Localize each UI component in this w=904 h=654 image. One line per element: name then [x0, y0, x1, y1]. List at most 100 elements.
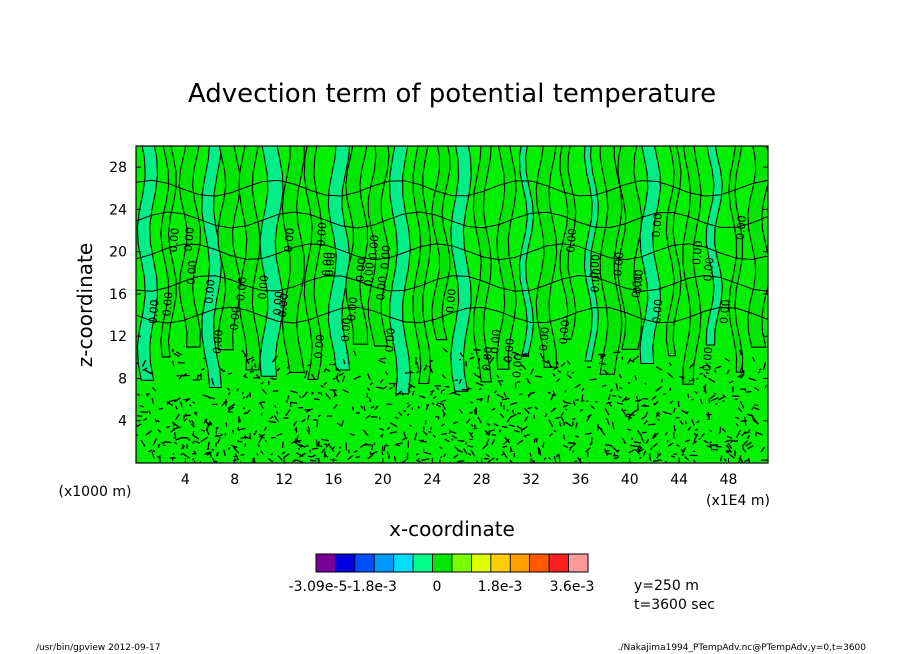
turbulence-stroke — [664, 431, 668, 436]
turbulence-stroke — [346, 350, 349, 354]
turbulence-stroke — [535, 437, 538, 443]
contour-band — [259, 146, 284, 377]
turbulence-stroke — [263, 426, 267, 431]
turbulence-stroke — [669, 400, 674, 404]
turbulence-stroke — [440, 391, 443, 395]
colorbar-swatch — [568, 553, 589, 573]
turbulence-stroke — [401, 437, 408, 441]
turbulence-stroke — [285, 409, 291, 417]
contour-label: 0.00 — [323, 252, 338, 278]
turbulence-stroke — [579, 408, 584, 412]
y-tick-label: 24 — [109, 202, 127, 218]
contour-band — [345, 146, 369, 345]
contour-band — [217, 146, 241, 351]
turbulence-stroke — [560, 416, 566, 424]
turbulence-stroke — [752, 406, 760, 411]
turbulence-stroke — [719, 426, 722, 433]
turbulence-stroke — [600, 428, 606, 436]
turbulence-stroke — [301, 419, 306, 423]
turbulence-stroke — [200, 436, 208, 443]
turbulence-stroke — [277, 455, 283, 461]
turbulence-stroke — [192, 401, 195, 404]
turbulence-stroke — [254, 363, 257, 369]
turbulence-stroke — [192, 440, 195, 444]
turbulence-stroke — [152, 438, 158, 446]
turbulence-stroke — [260, 412, 263, 416]
turbulence-stroke — [222, 449, 226, 457]
turbulence-stroke — [684, 439, 691, 443]
turbulence-stroke — [710, 397, 719, 402]
turbulence-stroke — [136, 434, 139, 437]
colorbar-swatch — [529, 553, 550, 573]
turbulence-stroke — [429, 427, 432, 430]
turbulence-stroke — [473, 372, 477, 375]
colorbar — [315, 553, 589, 573]
contour-label: 0.00 — [488, 329, 503, 355]
turbulence-stroke — [684, 420, 687, 425]
turbulence-stroke — [709, 444, 715, 446]
turbulence-stroke — [148, 449, 153, 453]
turbulence-stroke — [725, 449, 733, 453]
turbulence-stroke — [604, 448, 608, 456]
contour-band — [599, 146, 623, 375]
turbulence-stroke — [333, 404, 338, 409]
turbulence-stroke — [307, 426, 311, 432]
turbulence-stroke — [317, 441, 320, 447]
contour-line — [136, 211, 768, 229]
turbulence-stroke — [236, 426, 240, 431]
turbulence-stroke — [637, 444, 641, 451]
turbulence-stroke — [389, 431, 397, 434]
turbulence-stroke — [140, 439, 146, 447]
turbulence-stroke — [242, 406, 245, 410]
turbulence-stroke — [242, 396, 246, 400]
turbulence-stroke — [342, 388, 349, 394]
colorbar-swatch — [451, 553, 472, 573]
turbulence-stroke — [282, 453, 290, 459]
turbulence-stroke — [261, 388, 267, 395]
turbulence-stroke — [693, 436, 697, 443]
turbulence-stroke — [621, 408, 626, 415]
turbulence-stroke — [236, 388, 239, 392]
turbulence-stroke — [627, 415, 631, 421]
contour-label: 0.00 — [537, 326, 552, 352]
turbulence-stroke — [457, 460, 465, 463]
turbulence-stroke — [273, 415, 279, 423]
turbulence-stroke — [512, 351, 520, 355]
x-tick-label: 20 — [374, 472, 392, 488]
turbulence-stroke — [733, 440, 738, 442]
turbulence-stroke — [227, 406, 235, 411]
turbulence-stroke — [687, 426, 692, 431]
turbulence-stroke — [183, 414, 191, 417]
turbulence-stroke — [753, 386, 760, 391]
turbulence-stroke — [157, 455, 160, 459]
turbulence-stroke — [416, 361, 420, 370]
contour-label: 0.00 — [234, 276, 249, 302]
annotation-y: y=250 m — [634, 578, 699, 594]
turbulence-stroke — [644, 411, 649, 418]
turbulence-stroke — [151, 398, 155, 404]
turbulence-stroke — [513, 355, 517, 360]
turbulence-stroke — [486, 395, 490, 404]
turbulence-stroke — [496, 458, 499, 461]
turbulence-stroke — [519, 393, 523, 396]
turbulence-stroke — [700, 432, 705, 438]
turbulence-stroke — [166, 425, 170, 429]
turbulence-stroke — [552, 373, 556, 377]
turbulence-stroke — [370, 444, 374, 451]
turbulence-stroke — [758, 368, 762, 371]
turbulence-stroke — [379, 427, 385, 431]
turbulence-stroke — [598, 362, 607, 366]
turbulence-stroke — [627, 428, 632, 431]
turbulence-stroke — [673, 407, 676, 413]
contour-band — [535, 146, 558, 368]
turbulence-stroke — [309, 454, 316, 459]
turbulence-stroke — [417, 405, 421, 410]
turbulence-stroke — [243, 411, 248, 415]
turbulence-stroke — [392, 382, 396, 388]
turbulence-stroke — [387, 426, 391, 430]
turbulence-stroke — [230, 444, 238, 449]
turbulence-stroke — [428, 430, 432, 433]
turbulence-stroke — [430, 391, 434, 396]
turbulence-stroke — [441, 423, 445, 427]
turbulence-stroke — [543, 457, 547, 461]
